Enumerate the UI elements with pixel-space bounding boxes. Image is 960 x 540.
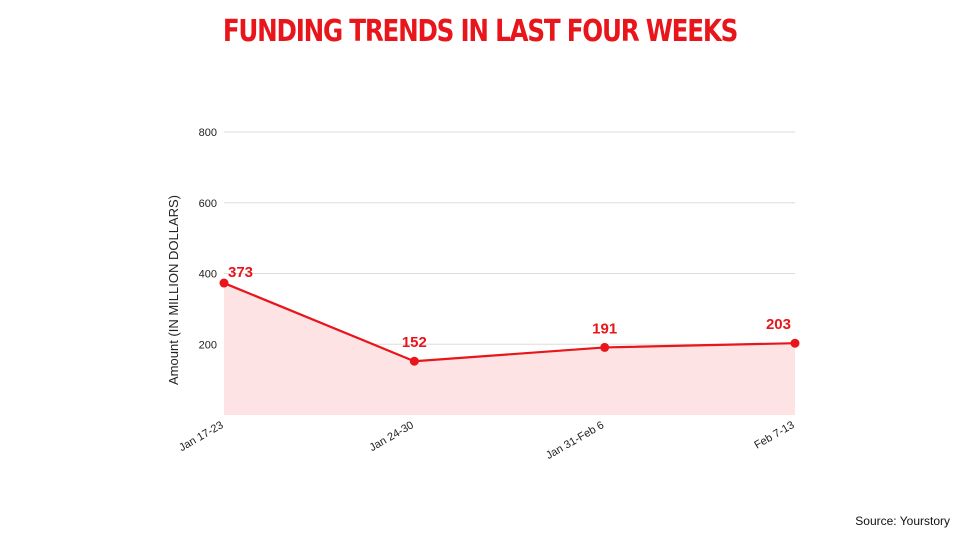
data-label: 373 <box>228 264 253 281</box>
area-shape <box>224 283 795 415</box>
data-label: 152 <box>402 334 427 351</box>
x-tick-label: Jan 17-23 <box>177 419 225 454</box>
series-line <box>219 278 800 366</box>
grid-lines <box>224 131 795 345</box>
data-point-feb-7-13 <box>790 338 800 348</box>
source-note: Source: Yourstory <box>855 514 950 528</box>
y-axis-ticks: 200 400 600 800 <box>199 127 217 351</box>
x-axis-ticks: Jan 17-23 Jan 24-30 Jan 31-Feb 6 Feb 7-13 <box>177 419 796 462</box>
x-tick-label: Feb 7-13 <box>752 419 796 451</box>
area-fill <box>224 283 795 415</box>
data-point-jan-17-23 <box>219 278 229 288</box>
data-label: 203 <box>766 316 791 333</box>
data-point-jan-24-30 <box>409 356 419 366</box>
x-tick-label: Jan 31-Feb 6 <box>544 419 606 462</box>
data-label: 191 <box>592 320 617 337</box>
y-tick-label: 600 <box>199 198 217 210</box>
y-tick-label: 200 <box>199 339 217 351</box>
y-tick-label: 400 <box>199 269 217 281</box>
y-tick-label: 800 <box>199 127 217 139</box>
y-axis-label: Amount (IN MILLION DOLLARS) <box>166 195 181 385</box>
chart-title: FUNDING TRENDS IN LAST FOUR WEEKS <box>222 14 739 49</box>
x-tick-label: Jan 24-30 <box>367 419 415 454</box>
data-labels: 373 152 191 203 <box>228 264 791 351</box>
data-point-jan-31-feb-6 <box>600 342 610 352</box>
series-polyline <box>223 282 796 363</box>
